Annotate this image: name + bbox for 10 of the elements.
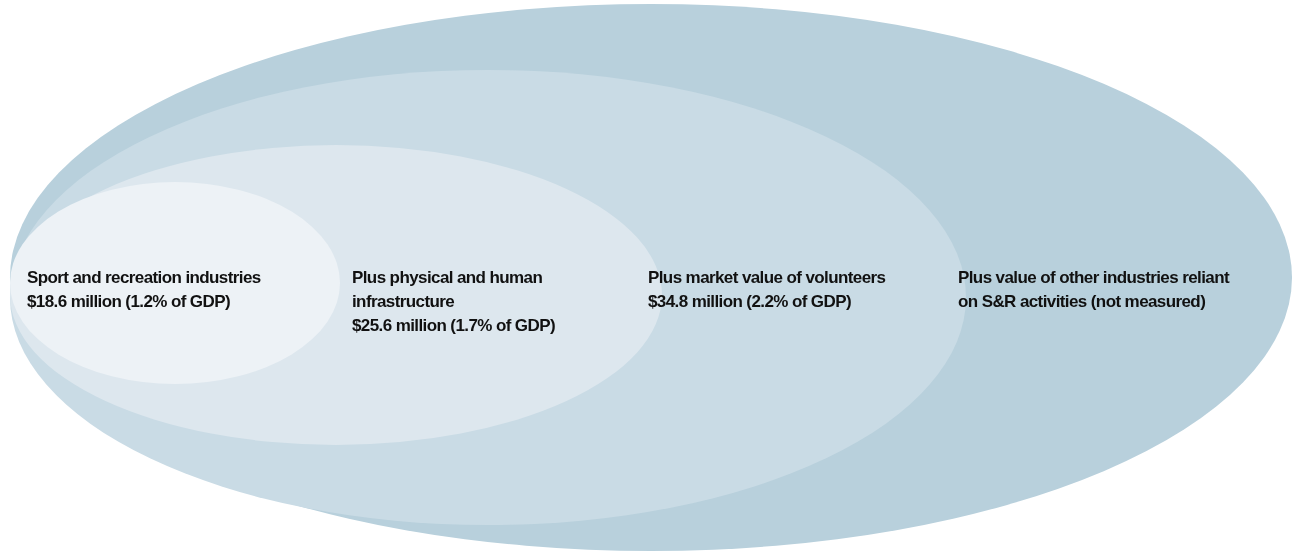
data-label: $18.6 million: [27, 292, 122, 311]
text: (1.7% of GDP): [450, 316, 555, 335]
category-label: Plus market value of volunteers: [648, 267, 887, 289]
category-label: Plus value of other industries reliant on S&R activities (not measured): [958, 267, 1231, 313]
category-label: Sport and recreation industries: [27, 267, 262, 289]
data-label: $34.8 million: [648, 292, 743, 311]
data-label: $25.6 million: [352, 316, 447, 335]
text: (2.2% of GDP): [746, 292, 851, 311]
category-label: Plus physical and human infrastructure: [352, 267, 544, 313]
text: (1.2% of GDP): [125, 292, 230, 311]
